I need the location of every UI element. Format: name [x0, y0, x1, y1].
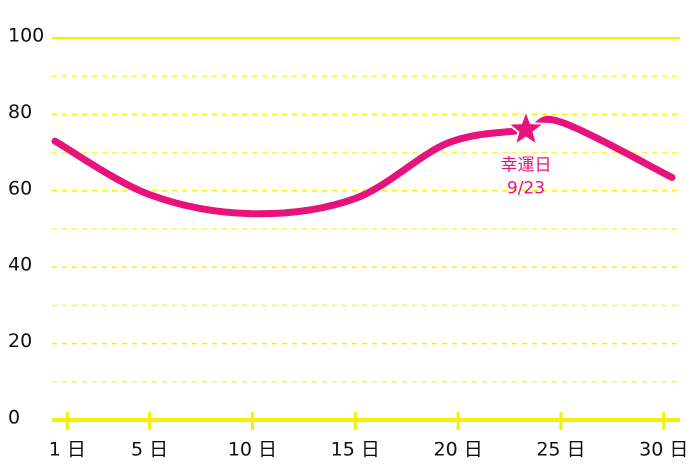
y-tick-label: 40: [8, 254, 32, 276]
y-tick-label: 60: [8, 177, 32, 199]
y-tick-label: 100: [8, 25, 44, 47]
x-tick-label: 20 日: [433, 439, 482, 461]
x-tick-label: 30 日: [639, 439, 688, 461]
x-tick-label: 10 日: [228, 439, 277, 461]
line: [51, 115, 676, 218]
x-tick-label: 15 日: [331, 439, 380, 461]
y-tick-label: 80: [8, 101, 32, 123]
annotation-label: 幸運日: [500, 156, 551, 176]
y-tick-label: 0: [8, 407, 20, 429]
x-tick-label: 1 日: [49, 439, 86, 461]
y-tick-label: 20: [8, 330, 32, 352]
x-tick-label: 5 日: [131, 439, 168, 461]
x-tick-label: 25 日: [536, 439, 585, 461]
star-marker: [505, 107, 547, 148]
annotation-sublabel: 9/23: [507, 179, 545, 199]
